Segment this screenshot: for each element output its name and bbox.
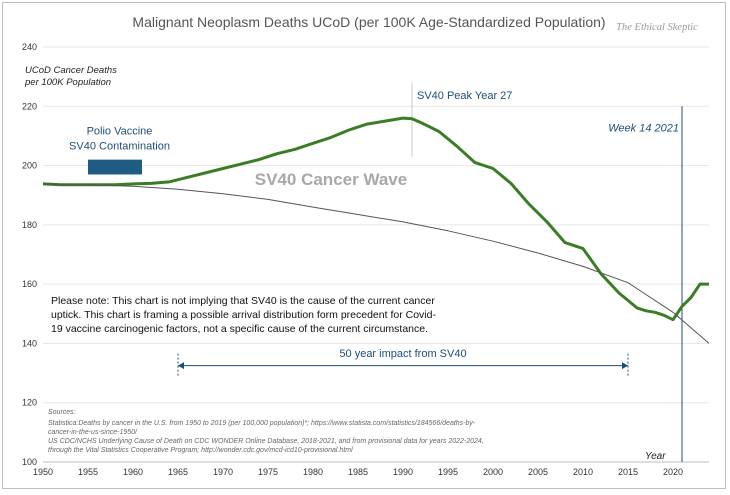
source-line-4: through the Vital Statistics Cooperative…: [48, 447, 353, 454]
source-line-1: Statistica:Deaths by cancer in the U.S. …: [48, 420, 476, 427]
cancer-wave-label: SV40 Cancer Wave: [255, 170, 407, 189]
sources-heading: Sources:: [48, 409, 76, 416]
brand-watermark: The Ethical Skeptic: [616, 22, 698, 33]
source-line-2: cancer-in-the-us-since-1950/: [48, 429, 138, 436]
polio-contamination-box: [88, 159, 142, 175]
x-tick-1990: 1990: [393, 467, 413, 477]
sv40-contamination-label: SV40 Contamination: [69, 140, 170, 152]
x-tick-1950: 1950: [33, 467, 53, 477]
week-label: Week 14 2021: [608, 122, 679, 134]
y-tick-160: 160: [22, 279, 37, 289]
x-tick-labels: 1950 1955 1960 1965 1970 1975 1980 1985 1990 1995…: [33, 467, 683, 477]
chart-frame: 100 120 140 160 180 200 220 240 1950 1955 1960 196…: [2, 2, 726, 489]
x-tick-1965: 1965: [168, 467, 188, 477]
impact-arrowhead-left: [178, 362, 184, 370]
annotations: [88, 82, 683, 462]
y-tick-180: 180: [22, 220, 37, 230]
x-tick-2015: 2015: [618, 467, 638, 477]
y-tick-labels: 100 120 140 160 180 200 220 240: [22, 42, 37, 467]
x-tick-2000: 2000: [483, 467, 503, 477]
line-chart: 100 120 140 160 180 200 220 240 1950 1955 1960 196…: [22, 14, 710, 477]
note-line-2: uptick. This chart is framing a possible…: [51, 309, 436, 321]
impact-label: 50 year impact from SV40: [339, 348, 466, 360]
source-line-3: US CDC/NCHS Underlying Cause of Death on…: [48, 438, 484, 445]
x-tick-2005: 2005: [528, 467, 548, 477]
note-line-1: Please note: This chart is not implying …: [51, 295, 435, 307]
y-axis-label-line-2: per 100K Population: [24, 77, 111, 88]
y-tick-220: 220: [22, 101, 37, 111]
x-tick-1985: 1985: [348, 467, 368, 477]
y-tick-100: 100: [22, 457, 37, 467]
x-tick-1975: 1975: [258, 467, 278, 477]
chart-title: Malignant Neoplasm Deaths UCoD (per 100K…: [132, 14, 605, 30]
impact-arrowhead-right: [622, 362, 628, 370]
baseline-trend-line: [42, 183, 710, 344]
x-tick-1970: 1970: [213, 467, 233, 477]
gridlines: [43, 46, 709, 463]
x-tick-1960: 1960: [123, 467, 143, 477]
y-tick-120: 120: [22, 398, 37, 408]
peak-year-label: SV40 Peak Year 27: [417, 90, 512, 102]
x-tick-1955: 1955: [78, 467, 98, 477]
y-axis-label-line-1: UCoD Cancer Deaths: [25, 65, 117, 76]
y-tick-140: 140: [22, 338, 37, 348]
x-tick-2020: 2020: [663, 467, 683, 477]
polio-vaccine-label: Polio Vaccine: [87, 125, 153, 137]
y-tick-200: 200: [22, 161, 37, 171]
note-line-3: 19 vaccine carcinogenic factors, not a s…: [51, 323, 428, 335]
x-tick-2010: 2010: [573, 467, 593, 477]
x-tick-1995: 1995: [438, 467, 458, 477]
x-axis-label: Year: [645, 451, 666, 462]
actual-deaths-line: [42, 116, 709, 322]
x-tick-1980: 1980: [303, 467, 323, 477]
series-lines: [42, 116, 710, 344]
y-tick-240: 240: [22, 42, 37, 52]
